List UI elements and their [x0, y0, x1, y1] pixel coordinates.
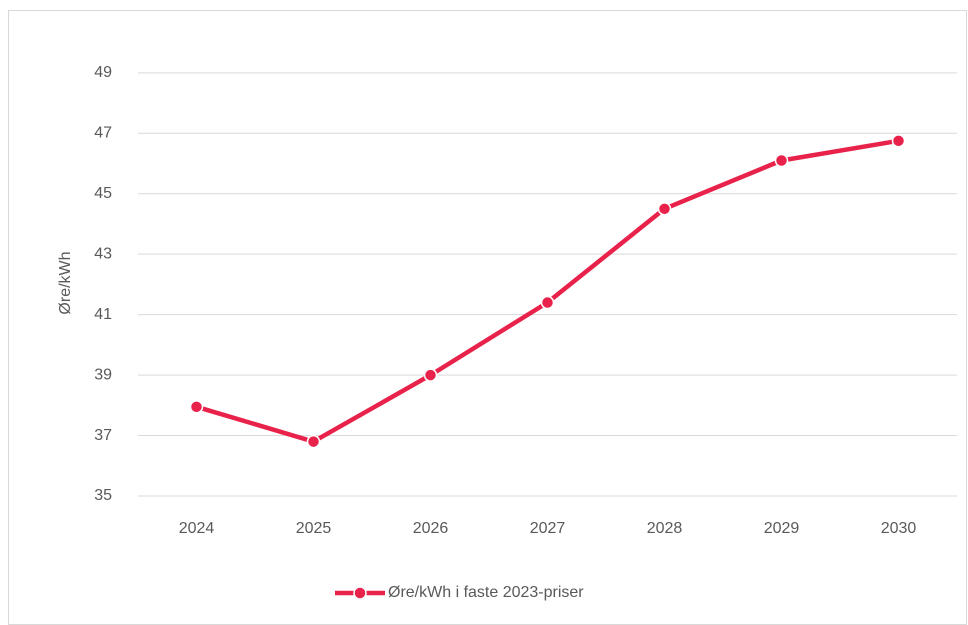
data-point [423, 368, 438, 382]
x-tick-label: 2027 [530, 520, 566, 537]
x-tick-label: 2029 [764, 520, 800, 537]
data-point [189, 400, 204, 414]
x-tick-label: 2024 [179, 520, 215, 537]
data-point [657, 202, 672, 216]
y-tick-label: 39 [94, 366, 112, 383]
data-point [306, 434, 321, 449]
x-tick-label: 2030 [881, 520, 917, 537]
x-tick-label: 2025 [296, 520, 332, 537]
data-point [540, 295, 555, 310]
y-tick-label: 37 [94, 427, 112, 444]
legend-label: Øre/kWh i faste 2023-priser [388, 584, 584, 601]
y-tick-label: 35 [94, 487, 112, 504]
data-point [891, 134, 906, 148]
data-point [774, 153, 789, 168]
y-tick-label: 43 [94, 245, 112, 262]
legend-marker [353, 586, 367, 600]
y-tick-label: 49 [94, 64, 112, 81]
y-tick-label: 45 [94, 185, 112, 202]
y-tick-label: 47 [94, 124, 112, 141]
x-tick-label: 2026 [413, 520, 449, 537]
x-tick-label: 2028 [647, 520, 683, 537]
y-tick-label: 41 [94, 306, 112, 323]
chart-frame [8, 10, 967, 625]
y-axis-title: Øre/kWh [57, 251, 74, 314]
